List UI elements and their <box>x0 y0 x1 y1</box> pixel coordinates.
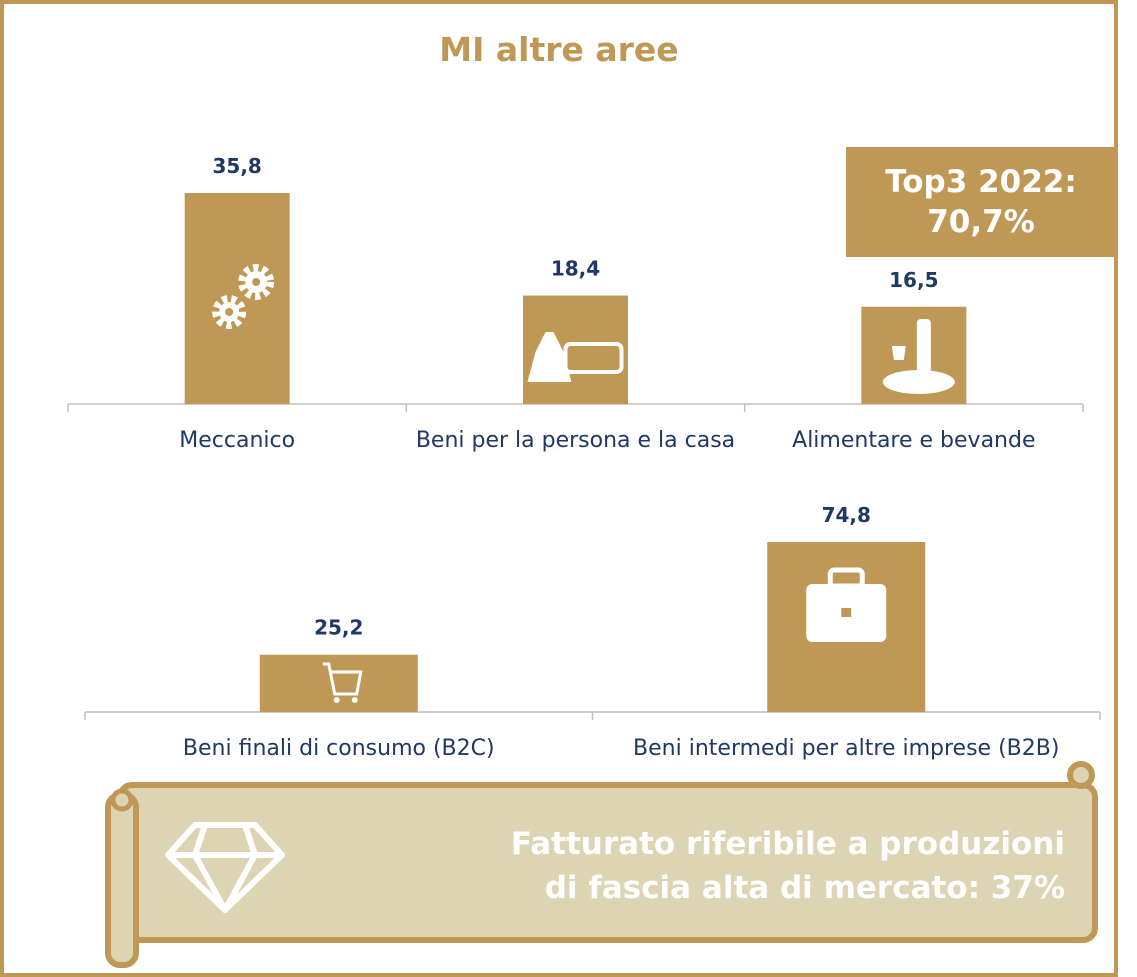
value-label: 25,2 <box>314 616 363 640</box>
x-tick-label: Beni per la persona e la casa <box>415 428 736 453</box>
cart-icon <box>333 697 340 703</box>
banner-text: Fatturato riferibile a produzioni di fas… <box>510 826 1065 906</box>
briefcase-icon <box>827 567 865 589</box>
x-tick-label: Beni intermedi per altre imprese (B2B) <box>633 736 1060 761</box>
icon <box>212 264 275 329</box>
bottle-icon <box>916 319 931 374</box>
icon <box>806 567 887 642</box>
x-tick-label: Meccanico <box>179 428 296 453</box>
plate-icon <box>882 370 955 394</box>
sofa-icon <box>563 342 624 374</box>
gear-icon <box>252 278 261 286</box>
gear-icon <box>238 264 275 300</box>
icon <box>322 662 363 703</box>
bar <box>259 654 418 712</box>
value-label: 35,8 <box>212 154 261 178</box>
value-label: 18,4 <box>551 257 600 281</box>
x-tick-label: Alimentare e bevande <box>792 428 1036 453</box>
value-label: 74,8 <box>822 503 871 527</box>
gear-icon <box>225 308 234 316</box>
badge: Top3 2022: 70,7% <box>846 147 1116 257</box>
icon <box>527 332 624 382</box>
briefcase-icon <box>841 608 852 617</box>
gear-icon <box>212 295 247 329</box>
value-label: 16,5 <box>889 268 938 292</box>
x-tick-label: Beni finali di consumo (B2C) <box>182 736 495 761</box>
cart-icon <box>351 697 358 703</box>
scroll-banner <box>105 761 1098 968</box>
icon <box>882 319 955 394</box>
cart-icon <box>322 662 363 696</box>
dress-icon <box>527 332 572 382</box>
glass-icon <box>891 346 906 360</box>
chart-title: MI altre aree <box>439 30 679 69</box>
diamond-icon <box>165 822 285 913</box>
